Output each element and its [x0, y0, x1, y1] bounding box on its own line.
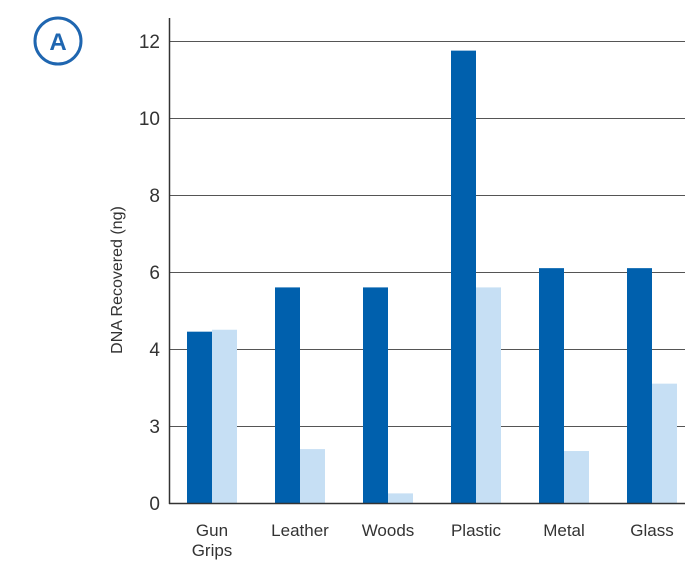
y-tick-label: 8 [149, 186, 160, 207]
category-label: Glass [630, 521, 673, 540]
category-label: Metal [543, 521, 585, 540]
bar [652, 383, 677, 503]
axes [168, 18, 685, 505]
bar [627, 268, 652, 503]
y-tick-label: 10 [139, 109, 160, 130]
y-tick-label: 6 [149, 263, 160, 284]
bar [539, 268, 564, 503]
category-label: Leather [271, 521, 329, 540]
bar [275, 287, 300, 503]
bar [388, 493, 413, 503]
bar [476, 287, 501, 503]
badge-label: A [49, 29, 66, 56]
category-label: Plastic [451, 521, 502, 540]
category-label: Gun Grips [192, 521, 233, 560]
y-tick-label: 3 [149, 417, 160, 438]
y-tick-labels: 0 3 4 6 8 10 12 [139, 32, 161, 515]
y-tick-label: 0 [149, 494, 160, 515]
badge: A [33, 16, 83, 66]
category-label: Woods [362, 521, 415, 540]
bar [451, 50, 476, 503]
y-axis-label: DNA Recovered (ng) [109, 206, 126, 354]
y-tick-label: 4 [149, 340, 160, 361]
badge-circle [33, 16, 83, 66]
y-tick-label: 12 [139, 32, 160, 53]
bar [363, 287, 388, 503]
bar [300, 449, 325, 503]
category-labels: Gun Grips Leather Woods Plastic Metal Glass [192, 521, 674, 560]
bar [187, 331, 212, 503]
bar [564, 451, 589, 503]
gridlines [170, 41, 685, 427]
bar [212, 329, 237, 503]
bars [187, 50, 677, 503]
